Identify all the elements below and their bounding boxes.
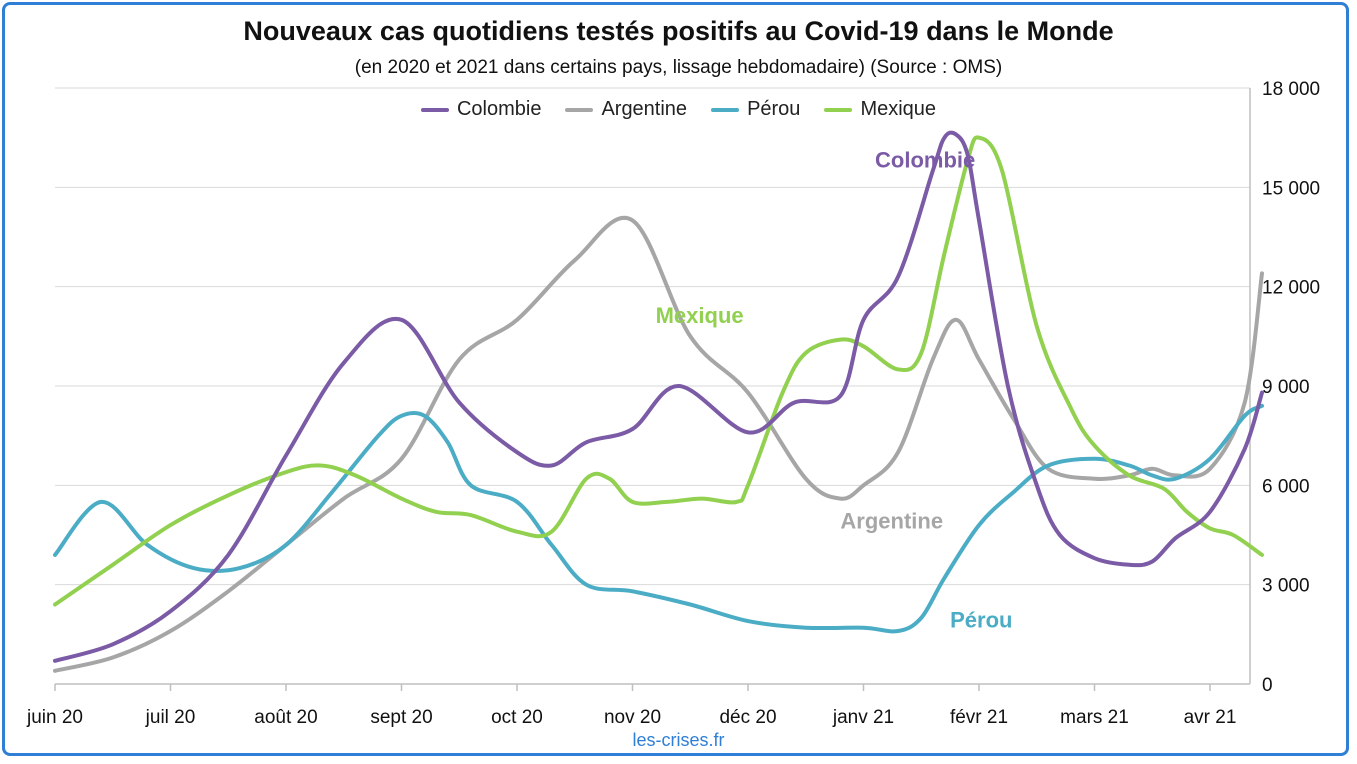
series-line-perou — [53, 403, 1264, 634]
y-tick-label: 3 000 — [1262, 576, 1310, 597]
legend-item-argentine: Argentine — [565, 98, 687, 121]
x-tick-label: févr 21 — [950, 707, 1008, 728]
legend-swatch-colombie — [420, 107, 449, 112]
annotation-colombie: Colombie — [875, 147, 975, 172]
y-tick-label: 15 000 — [1262, 178, 1320, 199]
chart-subtitle: (en 2020 et 2021 dans certains pays, lis… — [354, 57, 1003, 78]
legend-label-mexique: Mexique — [860, 98, 937, 120]
legend: Colombie Argentine Pérou Mexique — [0, 98, 1357, 121]
legend-label-colombie: Colombie — [456, 98, 542, 120]
y-tick-label: 18 000 — [1262, 79, 1320, 100]
annotation-perou: Pérou — [950, 608, 1012, 633]
x-tick-label: avr 21 — [1184, 707, 1237, 728]
y-tick-label: 9 000 — [1262, 377, 1310, 398]
series-line-colombie — [53, 130, 1264, 663]
x-tick-label: sept 20 — [370, 707, 432, 728]
legend-swatch-perou — [711, 107, 740, 112]
series-line-mexique — [53, 135, 1264, 607]
legend-swatch-mexique — [824, 107, 853, 112]
x-tick-label: juin 20 — [26, 707, 83, 728]
annotation-argentine: Argentine — [840, 508, 943, 533]
chart-title: Nouveaux cas quotidiens testés positifs … — [243, 16, 1114, 46]
annotation-mexique: Mexique — [656, 303, 744, 328]
y-tick-label: 0 — [1262, 675, 1273, 696]
legend-label-perou: Pérou — [747, 98, 801, 120]
legend-item-perou: Pérou — [711, 98, 800, 121]
x-tick-label: juil 20 — [145, 707, 196, 728]
x-tick-label: janv 21 — [832, 707, 894, 728]
x-tick-label: mars 21 — [1060, 707, 1129, 728]
legend-item-colombie: Colombie — [420, 98, 542, 121]
x-tick-label: nov 20 — [604, 707, 661, 728]
legend-label-argentine: Argentine — [601, 98, 688, 120]
x-tick-label: oct 20 — [491, 707, 543, 728]
y-tick-label: 6 000 — [1262, 476, 1310, 497]
source-label: les-crises.fr — [632, 730, 725, 750]
x-tick-label: août 20 — [254, 707, 317, 728]
chart-frame — [2, 2, 1349, 756]
legend-swatch-argentine — [565, 107, 594, 112]
y-tick-label: 12 000 — [1262, 278, 1320, 299]
series-line-argentine — [53, 216, 1264, 673]
legend-item-mexique: Mexique — [824, 98, 936, 121]
x-tick-label: déc 20 — [719, 707, 776, 728]
